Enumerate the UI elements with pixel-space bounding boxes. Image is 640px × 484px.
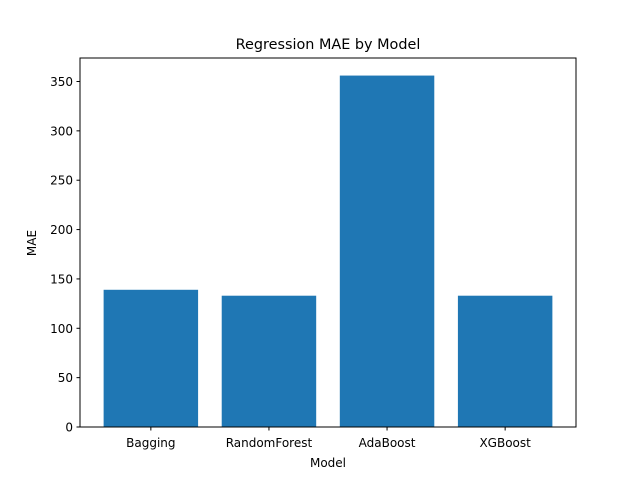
y-tick-label: 250 xyxy=(50,174,73,188)
y-tick-label: 150 xyxy=(50,272,73,286)
bar-bagging xyxy=(103,289,199,427)
x-tick-label: RandomForest xyxy=(226,436,313,450)
y-tick-label: 0 xyxy=(65,421,73,435)
x-axis-label: Model xyxy=(310,456,346,470)
x-tick-label: XGBoost xyxy=(479,436,531,450)
y-axis-label: MAE xyxy=(25,230,39,256)
y-tick-label: 200 xyxy=(50,223,73,237)
chart-title: Regression MAE by Model xyxy=(236,37,421,53)
plot-frame xyxy=(79,57,577,428)
bar-randomforest xyxy=(221,295,317,427)
bars-layer xyxy=(103,75,553,428)
x-tick-label: AdaBoost xyxy=(359,436,416,450)
y-tick-label: 350 xyxy=(50,75,73,89)
y-tick-label: 100 xyxy=(50,322,73,336)
y-tick-label: 300 xyxy=(50,124,73,138)
bar-adaboost xyxy=(339,75,435,428)
x-tick-label: Bagging xyxy=(126,436,175,450)
y-axis-ticks: 0 50 100 150 200 250 300 350 xyxy=(50,75,80,435)
y-tick-label: 50 xyxy=(58,371,73,385)
bar-xgboost xyxy=(457,295,553,427)
x-axis-ticks: Bagging RandomForest AdaBoost XGBoost xyxy=(126,427,531,450)
